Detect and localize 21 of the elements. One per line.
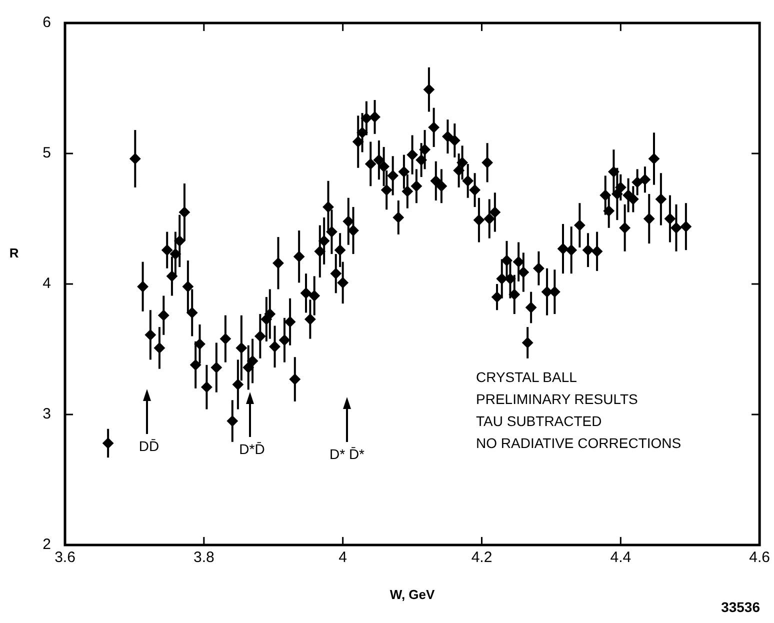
annotation: D* D̄* (329, 446, 366, 462)
y-tick-label: 3 (42, 406, 51, 423)
text: 33536 (721, 598, 760, 615)
x-tick-label: 4.4 (610, 549, 632, 566)
x-tick-label: 4 (338, 549, 347, 566)
annotation: DD̄ (138, 438, 160, 454)
x-tick-label: 3.6 (54, 549, 76, 566)
annotation: TAU SUBTRACTED (476, 412, 602, 429)
x-axis-title: W, GeV (390, 586, 436, 602)
y-tick-label: 6 (42, 14, 51, 32)
annotation: D*D̄ (239, 440, 265, 457)
x-tick-label: 4.6 (749, 549, 770, 566)
y-axis-title: R (9, 246, 20, 261)
annotation: NO RADIATIVE CORRECTIONS (476, 434, 682, 451)
x-tick-label: 4.2 (471, 549, 492, 566)
y-tick-label: 4 (42, 275, 51, 292)
annotation: PRELIMINARY RESULTS (476, 390, 638, 407)
x-tick-label: 3.8 (193, 549, 214, 566)
y-tick-label: 5 (42, 144, 51, 162)
y-tick-label: 2 (42, 536, 51, 554)
annotation: CRYSTAL BALL (476, 368, 578, 385)
